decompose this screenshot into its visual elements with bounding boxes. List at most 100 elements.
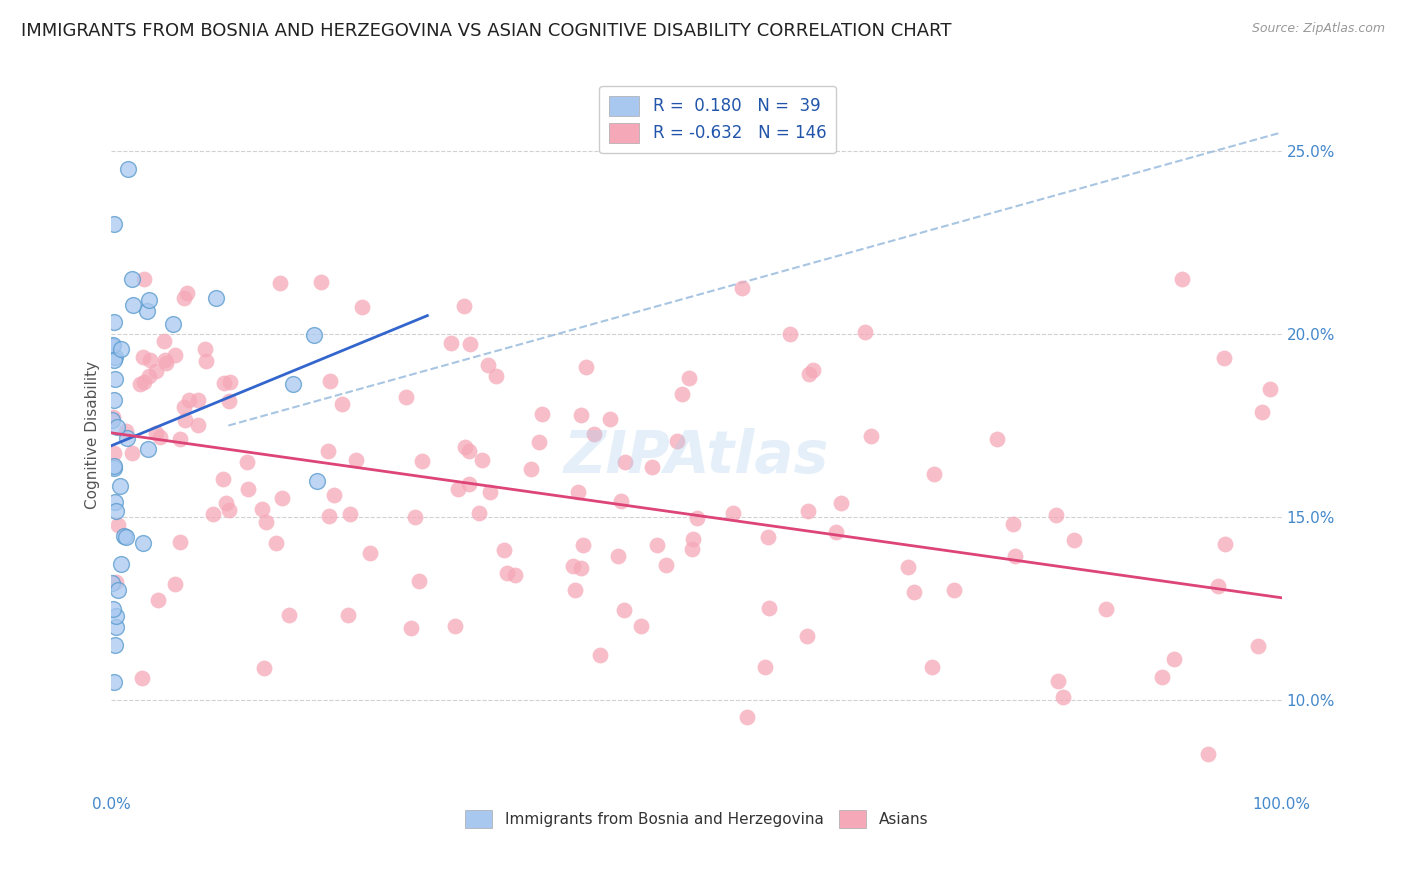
Point <box>304 328 326 343</box>
Point <box>492 543 515 558</box>
Point <box>322 488 344 502</box>
Point <box>104 639 127 653</box>
Point <box>681 541 703 556</box>
Point <box>824 525 846 540</box>
Point <box>101 339 124 353</box>
Point <box>721 506 744 520</box>
Point <box>105 504 128 518</box>
Point <box>641 459 664 474</box>
Point <box>758 600 780 615</box>
Point <box>132 350 155 364</box>
Point <box>169 534 191 549</box>
Point <box>1197 747 1219 761</box>
Point <box>630 618 652 632</box>
Point <box>613 602 636 616</box>
Point <box>1163 652 1185 666</box>
Point <box>205 291 228 305</box>
Legend: Immigrants from Bosnia and Herzegovina, Asians: Immigrants from Bosnia and Herzegovina, … <box>458 804 934 834</box>
Point <box>103 461 125 475</box>
Point <box>115 424 138 438</box>
Point <box>796 629 818 643</box>
Point <box>567 485 589 500</box>
Point <box>564 583 586 598</box>
Point <box>1251 405 1274 419</box>
Point <box>1258 382 1281 396</box>
Point <box>176 285 198 300</box>
Point <box>682 532 704 546</box>
Point <box>457 443 479 458</box>
Point <box>655 558 678 573</box>
Point <box>897 560 920 574</box>
Point <box>131 671 153 685</box>
Point <box>1213 351 1236 365</box>
Point <box>495 566 517 581</box>
Point <box>110 342 132 356</box>
Point <box>447 482 470 496</box>
Point <box>108 479 131 493</box>
Point <box>647 538 669 552</box>
Point <box>731 281 754 295</box>
Point <box>830 496 852 510</box>
Point <box>104 609 127 624</box>
Point <box>235 455 257 469</box>
Point <box>921 660 943 674</box>
Point <box>942 583 965 598</box>
Point <box>195 354 218 368</box>
Point <box>309 276 332 290</box>
Point <box>194 342 217 356</box>
Point <box>330 397 353 411</box>
Point <box>103 392 125 407</box>
Point <box>571 538 593 552</box>
Point <box>105 620 128 634</box>
Point <box>610 494 633 508</box>
Point <box>174 412 197 426</box>
Point <box>1052 690 1074 704</box>
Point <box>797 503 820 517</box>
Point <box>569 560 592 574</box>
Point <box>138 293 160 307</box>
Point <box>173 401 195 415</box>
Point <box>735 709 758 723</box>
Point <box>104 371 127 385</box>
Point <box>453 440 475 454</box>
Point <box>134 272 156 286</box>
Point <box>666 434 689 449</box>
Point <box>117 162 139 177</box>
Point <box>163 577 186 591</box>
Point <box>444 619 467 633</box>
Point <box>404 510 426 524</box>
Point <box>105 575 128 590</box>
Point <box>135 303 157 318</box>
Point <box>281 376 304 391</box>
Point <box>520 462 543 476</box>
Point <box>101 575 124 590</box>
Point <box>477 359 499 373</box>
Point <box>138 368 160 383</box>
Point <box>149 430 172 444</box>
Point <box>179 393 201 408</box>
Point <box>218 394 240 409</box>
Point <box>145 425 167 440</box>
Point <box>115 530 138 544</box>
Point <box>503 568 526 582</box>
Point <box>269 277 291 291</box>
Point <box>754 659 776 673</box>
Point <box>408 574 430 588</box>
Point <box>922 467 945 481</box>
Point <box>1001 516 1024 531</box>
Point <box>394 390 416 404</box>
Point <box>271 491 294 505</box>
Point <box>114 529 136 543</box>
Point <box>1095 601 1118 615</box>
Point <box>107 419 129 434</box>
Point <box>1213 537 1236 551</box>
Point <box>779 326 801 341</box>
Point <box>101 338 124 352</box>
Point <box>104 494 127 508</box>
Point <box>103 217 125 231</box>
Point <box>801 363 824 377</box>
Point <box>139 353 162 368</box>
Point <box>336 608 359 623</box>
Point <box>169 432 191 446</box>
Point <box>187 417 209 432</box>
